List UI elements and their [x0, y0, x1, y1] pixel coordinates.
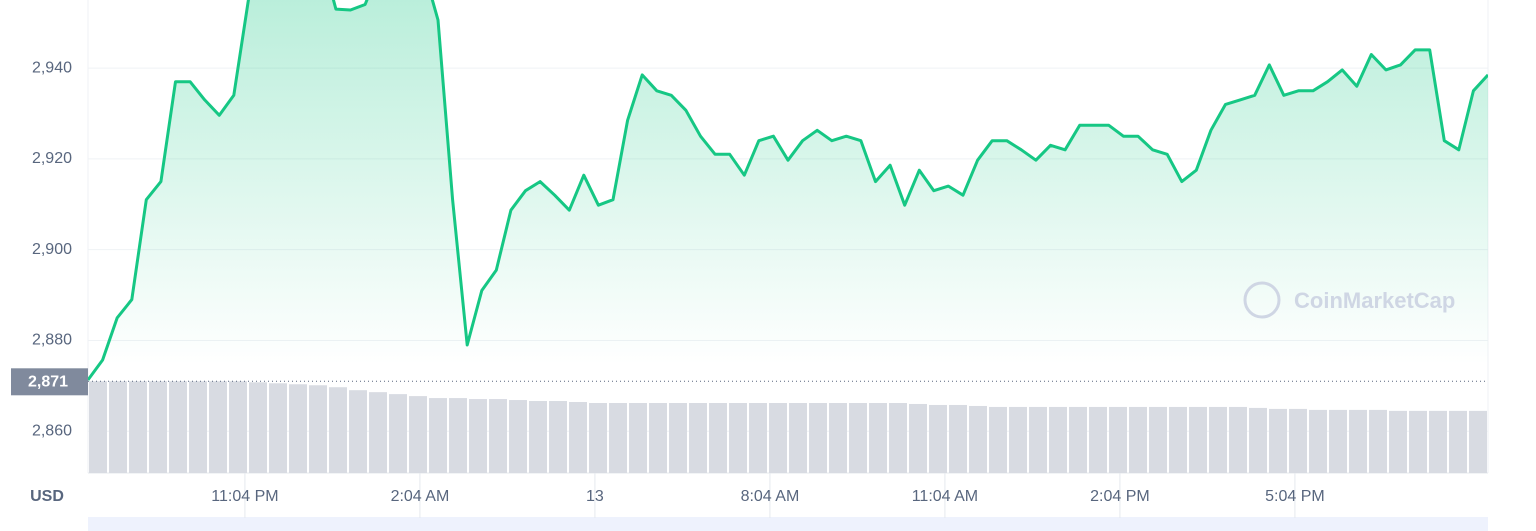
y-tick-label: 2,940 — [32, 59, 72, 76]
watermark-logo — [1243, 281, 1281, 319]
y-tick-label: 2,860 — [32, 422, 72, 439]
range-bar — [88, 517, 1488, 531]
y-tick-label: 2,880 — [32, 332, 72, 349]
watermark: CoinMarketCap — [1294, 288, 1455, 313]
x-tick-label: 8:04 AM — [741, 488, 800, 505]
y-tick-label: 2,900 — [32, 241, 72, 258]
x-tick-label: 11:04 PM — [211, 488, 278, 505]
x-tick-label: 11:04 AM — [912, 488, 978, 505]
current-price-label: 2,871 — [28, 374, 68, 391]
x-tick-label: 2:04 PM — [1090, 488, 1150, 505]
currency-label: USD — [30, 488, 64, 505]
x-tick-label: 2:04 AM — [391, 488, 450, 505]
x-tick-label: 13 — [586, 488, 604, 505]
price-area — [88, 0, 1488, 473]
y-tick-label: 2,920 — [32, 150, 72, 167]
x-tick-label: 5:04 PM — [1265, 488, 1325, 505]
current-price-box — [11, 368, 88, 396]
price-line — [88, 0, 1488, 381]
